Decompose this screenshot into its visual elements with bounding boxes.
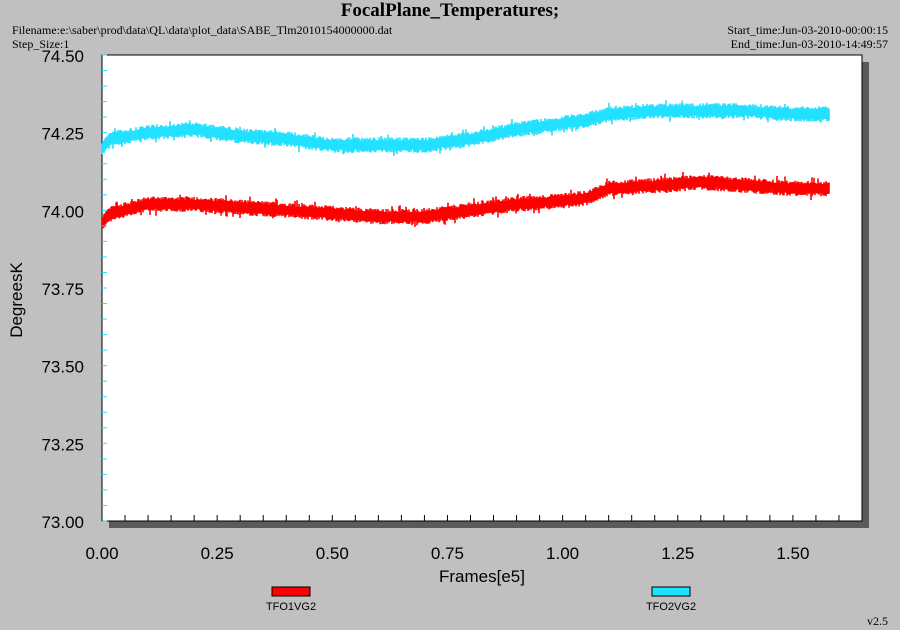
legend-label: TFO2VG2	[646, 601, 696, 613]
y-tick-label: 74.00	[41, 202, 84, 221]
y-tick-label: 74.25	[41, 125, 84, 144]
chart-title: FocalPlane_Temperatures;	[340, 0, 560, 21]
start-time-label: Start_time:Jun-03-2010-00:00:15	[727, 23, 888, 37]
y-tick-label: 73.25	[41, 435, 84, 454]
series-band	[101, 172, 830, 230]
x-tick-label: 1.25	[661, 544, 694, 563]
legend-swatch	[651, 586, 691, 597]
x-tick-label: 1.50	[776, 544, 809, 563]
step-size-label: Step_Size:1	[12, 37, 70, 51]
legend-label: TFO1VG2	[266, 601, 316, 613]
x-axis-ticks	[101, 515, 840, 521]
filename-label: Filename:e:\saber\prod\data\QL\data\plot…	[12, 23, 393, 37]
plot-area	[101, 54, 863, 522]
end-time-label: End_time:Jun-03-2010-14:49:57	[730, 37, 888, 51]
x-tick-label: 1.00	[546, 544, 579, 563]
y-axis-ticks	[102, 54, 107, 522]
version-label: v2.5	[867, 614, 888, 628]
series-band	[101, 100, 830, 156]
y-axis-label: DegreesK	[7, 262, 26, 338]
y-tick-label: 73.50	[41, 358, 84, 377]
series-tfo2vg2	[101, 100, 830, 156]
x-axis-label: Frames[e5]	[439, 567, 525, 586]
y-tick-label: 73.00	[41, 513, 84, 532]
y-tick-label: 73.75	[41, 280, 84, 299]
x-tick-label: 0.50	[316, 544, 349, 563]
x-tick-label: 0.00	[85, 544, 118, 563]
legend-item: TFO2VG2	[646, 586, 696, 613]
legend-item: TFO1VG2	[266, 586, 316, 613]
x-tick-label: 0.25	[201, 544, 234, 563]
y-tick-label: 74.50	[41, 47, 84, 66]
legend-swatch	[271, 586, 311, 597]
series-tfo1vg2	[101, 172, 830, 230]
x-tick-label: 0.75	[431, 544, 464, 563]
